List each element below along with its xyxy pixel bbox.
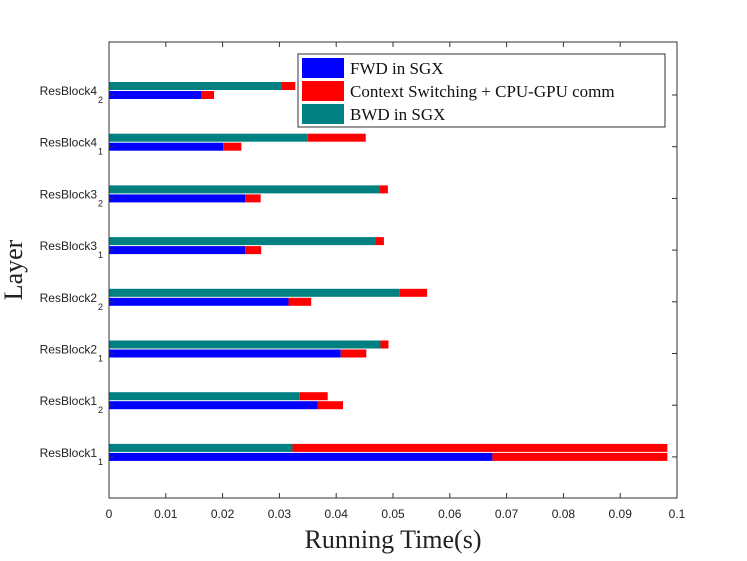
y-tick-label: ResBlock2	[40, 291, 98, 305]
x-tick-label: 0.02	[211, 507, 235, 521]
bar-bwd-sgx	[109, 185, 380, 194]
bar-fwd-comm	[245, 246, 262, 255]
y-axis-title: Layer	[0, 239, 28, 300]
y-tick-label-subscript: 1	[98, 147, 103, 157]
y-tick-label: ResBlock1	[40, 446, 98, 460]
y-tick-label: ResBlock4	[40, 136, 98, 150]
bars-group	[109, 82, 668, 461]
bar-fwd-comm	[245, 194, 261, 203]
legend-label-comm: Context Switching + CPU-GPU comm	[350, 82, 615, 101]
bar-bwd-sgx	[109, 133, 308, 142]
x-tick-label: 0.09	[609, 507, 633, 521]
bar-bwd-comm	[375, 237, 384, 246]
bar-bwd-comm	[281, 82, 296, 90]
bar-bwd-sgx	[109, 392, 300, 401]
bar-fwd-comm	[317, 401, 344, 410]
legend-swatch-fwd	[302, 58, 344, 78]
y-tick-label: ResBlock3	[40, 187, 98, 201]
bar-bwd-sgx	[109, 340, 381, 349]
bar-bwd-comm	[292, 443, 668, 452]
x-axis-title: Running Time(s)	[305, 525, 482, 554]
legend-swatch-bwd	[302, 104, 344, 124]
x-tick-label: 0.03	[268, 507, 292, 521]
bar-fwd-sgx	[109, 297, 289, 306]
bar-fwd-comm	[340, 349, 367, 358]
bar-fwd-sgx	[109, 246, 246, 255]
bar-fwd-sgx	[109, 194, 246, 203]
bar-fwd-sgx	[109, 142, 224, 151]
bar-fwd-comm	[223, 142, 242, 151]
y-tick-label: ResBlock2	[40, 343, 98, 357]
bar-bwd-sgx	[109, 288, 400, 297]
x-axis: 0 0.01 0.02 0.03 0.04 0.05 0.06 0.07 0.08 0.09 0.1	[106, 42, 686, 521]
x-tick-label: 0.04	[325, 507, 349, 521]
y-tick-label-subscript: 2	[98, 95, 103, 105]
bar-fwd-sgx	[109, 452, 493, 461]
y-tick-label-subscript: 2	[98, 302, 103, 312]
bar-fwd-comm	[492, 452, 668, 461]
x-tick-label: 0.01	[154, 507, 178, 521]
y-tick-label-subscript: 2	[98, 405, 103, 415]
bar-bwd-sgx	[109, 82, 282, 90]
bar-bwd-comm	[380, 340, 389, 349]
y-axis: ResBlock42ResBlock41ResBlock32ResBlock31…	[40, 84, 677, 467]
x-tick-label: 0.05	[381, 507, 405, 521]
bar-fwd-sgx	[109, 401, 318, 410]
y-tick-label: ResBlock1	[40, 394, 98, 408]
legend-label-bwd: BWD in SGX	[350, 105, 445, 124]
bar-fwd-sgx	[109, 91, 202, 99]
y-tick-label: ResBlock4	[40, 84, 98, 98]
bar-fwd-comm	[288, 297, 312, 306]
bar-bwd-sgx	[109, 443, 293, 452]
legend-label-fwd: FWD in SGX	[350, 59, 444, 78]
y-tick-label-subscript: 2	[98, 198, 103, 208]
bar-fwd-sgx	[109, 349, 341, 358]
y-tick-label: ResBlock3	[40, 239, 98, 253]
bar-bwd-sgx	[109, 237, 376, 246]
bar-bwd-comm	[299, 392, 328, 401]
x-tick-label: 0.1	[669, 507, 686, 521]
x-tick-label: 0.07	[495, 507, 519, 521]
legend: FWD in SGX Context Switching + CPU-GPU c…	[297, 53, 666, 128]
bar-bwd-comm	[399, 288, 428, 297]
x-tick-label: 0.06	[438, 507, 462, 521]
y-tick-label-subscript: 1	[98, 250, 103, 260]
legend-box	[297, 53, 666, 128]
legend-swatch-comm	[302, 81, 344, 101]
bar-bwd-comm	[379, 185, 388, 194]
bar-bwd-comm	[307, 133, 366, 142]
y-tick-label-subscript: 1	[98, 354, 103, 364]
y-tick-label-subscript: 1	[98, 457, 103, 467]
x-tick-label: 0	[106, 507, 113, 521]
x-tick-label: 0.08	[552, 507, 576, 521]
bar-fwd-comm	[201, 91, 215, 99]
